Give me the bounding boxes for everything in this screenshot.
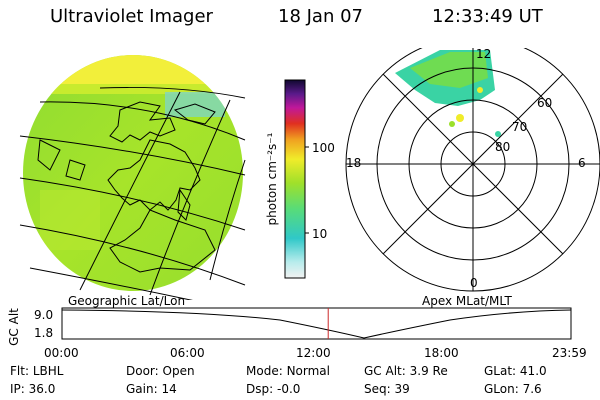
- polar-panel-label: Apex MLat/MLT: [422, 294, 512, 308]
- timeline-xtick-1800: 18:00: [424, 346, 459, 360]
- mlat-label-70: 70: [512, 120, 528, 134]
- gcalt-value: 3.9 Re: [409, 364, 448, 378]
- altitude-curve: [61, 309, 572, 339]
- timeline-xtick-0000: 00:00: [44, 346, 79, 360]
- ip-label: IP:: [10, 382, 25, 396]
- timeline-xtick-1200: 12:00: [296, 346, 331, 360]
- instrument-title: Ultraviolet Imager: [50, 6, 213, 27]
- glat-label: GLat:: [484, 364, 517, 378]
- timeline-ylabel: GC Alt: [7, 308, 21, 346]
- polar-grid: [345, 48, 600, 292]
- observation-time: 12:33:49 UT: [432, 6, 543, 27]
- colorbar-unit-label: photon cm⁻²s⁻¹: [265, 132, 279, 226]
- glon-value: 7.6: [522, 382, 542, 396]
- latlon-grid: [19, 86, 246, 300]
- info-glon: GLon: 7.6: [484, 382, 542, 396]
- gain-value: 14: [161, 382, 177, 396]
- info-flt: Flt: LBHL: [10, 364, 63, 378]
- seq-value: 39: [394, 382, 410, 396]
- gain-label: Gain:: [126, 382, 158, 396]
- dsp-value: -0.0: [276, 382, 301, 396]
- door-label: Door:: [126, 364, 159, 378]
- mlt-label-18: 18: [346, 156, 362, 170]
- colorbar-scale: [284, 79, 306, 279]
- flt-label: Flt:: [10, 364, 29, 378]
- continent-outlines: [37, 101, 216, 273]
- geographic-image-panel: [19, 55, 246, 300]
- info-door: Door: Open: [126, 364, 195, 378]
- geographic-panel-label: Geographic Lat/Lon: [68, 294, 186, 308]
- glon-label: GLon:: [484, 382, 519, 396]
- mlt-label-6: 6: [578, 156, 586, 170]
- timeline-xtick-2359: 23:59: [552, 346, 587, 360]
- timeline-frame: [61, 307, 572, 340]
- mlt-label-0: 0: [470, 276, 478, 290]
- gcalt-label: GC Alt:: [364, 364, 406, 378]
- earth-disk: [23, 55, 243, 291]
- colorbar-tick-100: 100: [312, 141, 335, 155]
- colorbar-tick-10: 10: [312, 227, 328, 241]
- timeline-ytick-9: 9.0: [34, 308, 54, 322]
- mode-label: Mode:: [246, 364, 283, 378]
- mode-value: Normal: [286, 364, 330, 378]
- info-seq: Seq: 39: [364, 382, 410, 396]
- seq-label: Seq:: [364, 382, 391, 396]
- glat-value: 41.0: [519, 364, 547, 378]
- mlat-label-60: 60: [537, 96, 553, 110]
- mlt-label-12: 12: [476, 47, 492, 61]
- dsp-label: Dsp:: [246, 382, 274, 396]
- timeline-ytick-1-8: 1.8: [34, 326, 54, 340]
- polar-plot: [345, 48, 600, 292]
- timeline-xtick-0600: 06:00: [170, 346, 205, 360]
- info-glat: GLat: 41.0: [484, 364, 547, 378]
- door-value: Open: [162, 364, 195, 378]
- altitude-timeline: [61, 307, 572, 340]
- info-gcalt: GC Alt: 3.9 Re: [364, 364, 448, 378]
- observation-date: 18 Jan 07: [278, 6, 363, 27]
- info-gain: Gain: 14: [126, 382, 177, 396]
- flt-value: LBHL: [32, 364, 64, 378]
- mlat-label-80: 80: [495, 140, 511, 154]
- colorbar: [284, 79, 309, 279]
- ip-value: 36.0: [28, 382, 56, 396]
- auroral-emission: [395, 50, 501, 137]
- info-ip: IP: 36.0: [10, 382, 55, 396]
- info-mode: Mode: Normal: [246, 364, 330, 378]
- info-dsp: Dsp: -0.0: [246, 382, 300, 396]
